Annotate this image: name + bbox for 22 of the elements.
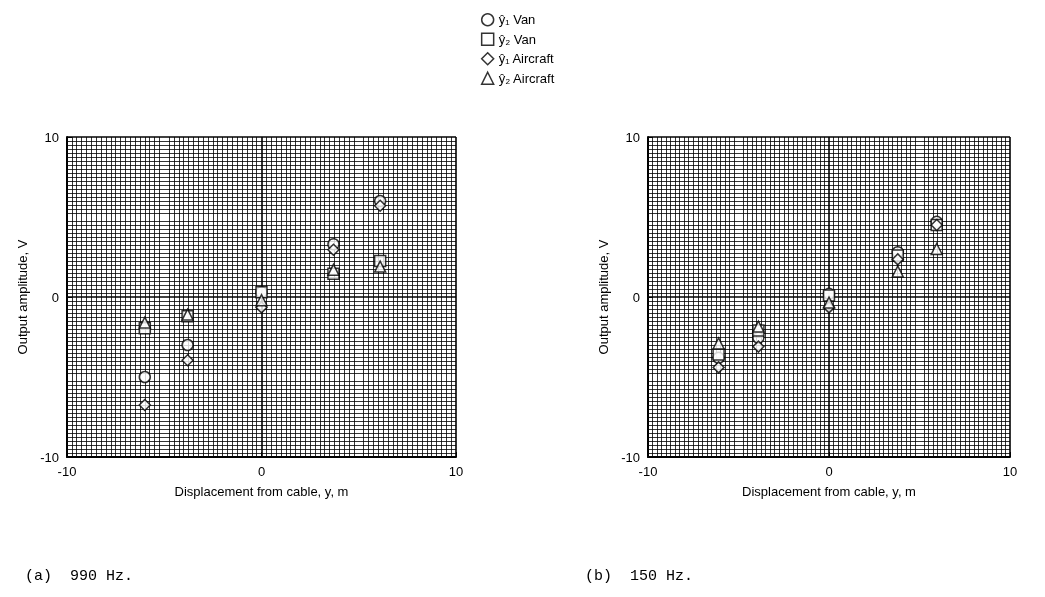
legend-label: ŷ₁ Aircraft xyxy=(498,51,555,67)
y-tick-label: 0 xyxy=(51,289,59,305)
x-tick-label: 10 xyxy=(1002,464,1018,479)
x-tick-label: 10 xyxy=(448,464,464,479)
y-tick-label: -10 xyxy=(40,449,59,465)
legend-label: ŷ₂ Aircraft xyxy=(498,70,555,86)
y-axis-title: Output amplitude, V xyxy=(596,239,612,355)
x-tick-label: 0 xyxy=(257,464,266,479)
y-tick-label: 10 xyxy=(625,129,640,145)
y-axis-title: Output amplitude, V xyxy=(15,239,31,355)
x-tick-label: 0 xyxy=(825,464,833,479)
y-tick-label: 10 xyxy=(44,129,59,145)
x-tick-label: -10 xyxy=(638,464,658,479)
x-tick-label: -10 xyxy=(57,464,77,479)
x-axis-title: Displacement from cable, y, m xyxy=(742,484,916,499)
x-axis-title: Displacement from cable, y, m xyxy=(174,484,349,499)
y-tick-label: -10 xyxy=(621,449,640,465)
text: (a) 990 Hz. xyxy=(25,568,134,585)
y-tick-label: 0 xyxy=(632,289,640,305)
legend-label: ŷ₂ Van xyxy=(498,31,536,47)
legend-label: ŷ₁ Van xyxy=(498,12,536,28)
text: (b) 150 Hz. xyxy=(585,568,694,585)
